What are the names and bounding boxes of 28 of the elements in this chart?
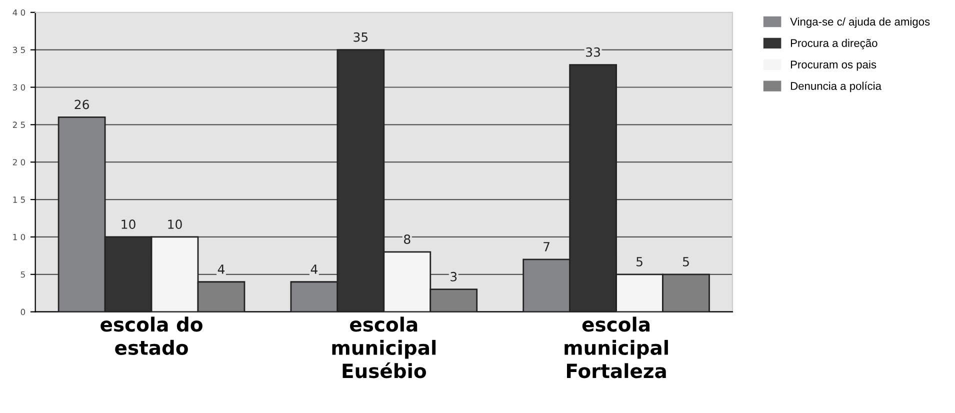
data-label: 10 (168, 220, 182, 229)
data-label: 4 (310, 264, 318, 274)
data-label: 4 (218, 264, 225, 274)
x-tick-label: escola municipal Fortaleza (564, 316, 668, 378)
data-label: 8 (404, 234, 410, 244)
legend-label: Denuncia a polícia (790, 82, 882, 92)
x-tick-label: escola do estado (100, 316, 202, 355)
data-label: 5 (636, 257, 642, 266)
x-tick-label: escola municipal Eusébio (332, 316, 436, 378)
y-tick-label: 4 0 (12, 9, 26, 16)
y-tick-label: 1 0 (13, 234, 26, 240)
data-label: 10 (122, 220, 136, 229)
legend-label: Procuram os pais (790, 60, 876, 71)
y-tick-label: 3 5 (12, 46, 25, 54)
legend-label: Procura a direção (790, 38, 878, 50)
y-tick-label: 2 0 (12, 159, 26, 166)
y-tick-label: 3 0 (12, 84, 26, 91)
legend-label: Vinga-se c/ ajuda de amigos (790, 17, 930, 28)
data-label: 3 (450, 272, 457, 282)
data-label: 35 (354, 32, 368, 42)
data-label: 7 (544, 242, 550, 252)
y-tick-label: 1 5 (13, 196, 25, 203)
y-tick-label: 0 (20, 308, 26, 316)
y-tick-label: 2 5 (12, 122, 25, 128)
y-tick-label: 5 (20, 271, 25, 278)
data-label: 33 (586, 47, 600, 57)
data-label: 5 (682, 257, 689, 266)
data-label: 26 (74, 100, 89, 110)
